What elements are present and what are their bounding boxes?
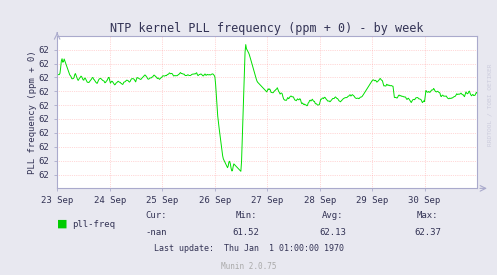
Text: ■: ■ <box>57 219 68 229</box>
Text: 62.13: 62.13 <box>320 228 346 237</box>
Text: Munin 2.0.75: Munin 2.0.75 <box>221 262 276 271</box>
Title: NTP kernel PLL frequency (ppm + 0) - by week: NTP kernel PLL frequency (ppm + 0) - by … <box>110 21 424 35</box>
Text: Max:: Max: <box>416 211 438 220</box>
Text: Last update:  Thu Jan  1 01:00:00 1970: Last update: Thu Jan 1 01:00:00 1970 <box>154 244 343 253</box>
Text: pll-freq: pll-freq <box>72 220 115 229</box>
Text: 61.52: 61.52 <box>233 228 259 237</box>
Text: 62.37: 62.37 <box>414 228 441 237</box>
Text: -nan: -nan <box>146 228 167 237</box>
Text: Avg:: Avg: <box>322 211 344 220</box>
Text: Cur:: Cur: <box>146 211 167 220</box>
Y-axis label: PLL frequency (ppm + 0): PLL frequency (ppm + 0) <box>28 50 37 174</box>
Text: RRDTOOL / TOBI OETIKER: RRDTOOL / TOBI OETIKER <box>487 63 492 146</box>
Text: Min:: Min: <box>235 211 257 220</box>
